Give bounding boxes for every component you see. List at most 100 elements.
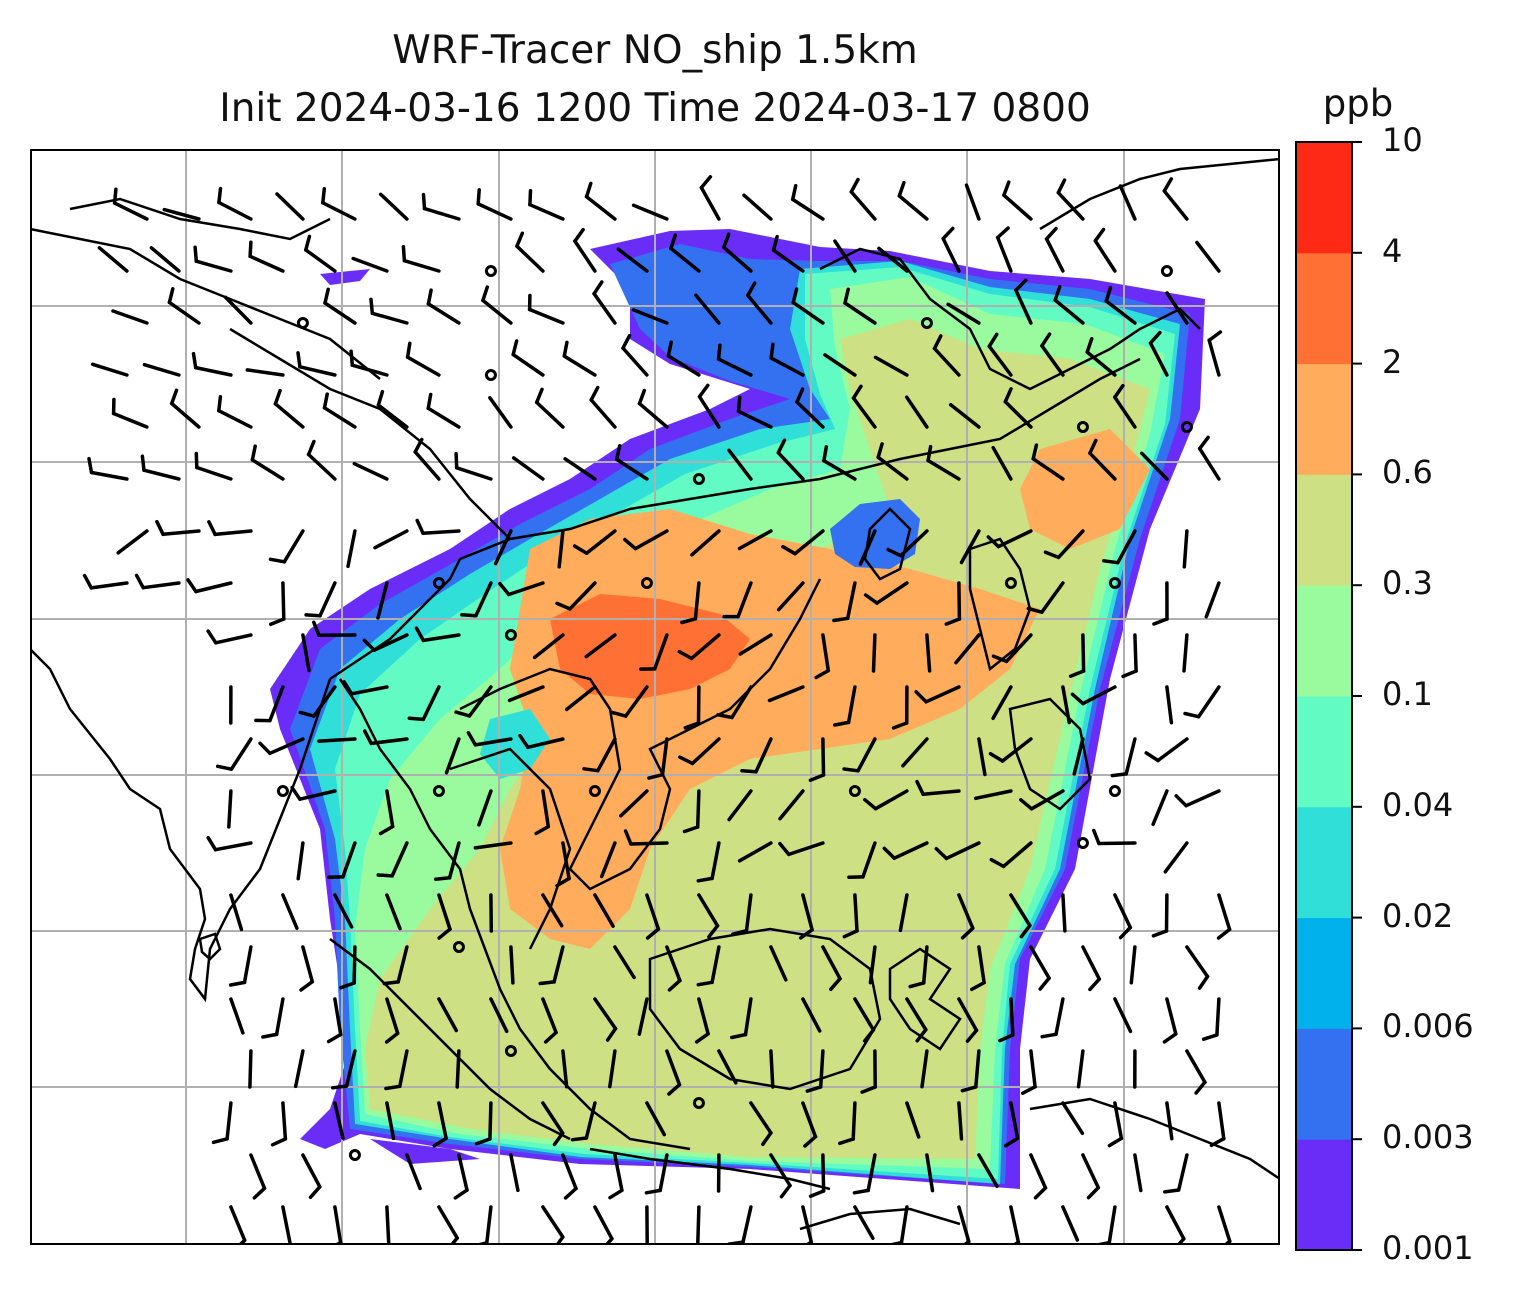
wind-barb-staff [552, 945, 565, 984]
wind-barb-staff [511, 456, 545, 481]
wind-barb-staff [694, 293, 721, 325]
wind-barb-staff [229, 893, 244, 932]
wind-barb-staff [754, 737, 773, 774]
wind-barb-staff [621, 346, 649, 377]
wind-barb-staff [623, 685, 649, 718]
wind-barb-staff [1056, 529, 1085, 560]
wind-barb-staff [488, 396, 513, 429]
wind-barb-flag [736, 395, 742, 414]
wind-barb-flag [552, 1131, 565, 1147]
wind-barb-flag [771, 234, 779, 252]
wind-barb-staff [568, 581, 597, 611]
wind-barb-staff [1133, 1153, 1143, 1193]
wind-barb-staff [741, 1205, 753, 1244]
wind-barb-flag [1019, 798, 1034, 811]
wind-barb-staff [541, 1101, 565, 1135]
wind-barb-staff [142, 468, 181, 481]
wind-barb-staff [312, 685, 337, 718]
wind-barb-staff [405, 1153, 422, 1191]
calm-marker [588, 785, 601, 797]
wind-barb-staff [322, 406, 357, 429]
wind-barb-staff [1151, 789, 1169, 827]
wind-barb-staff [532, 633, 565, 660]
wind-barb-flag [614, 443, 622, 462]
wind-barb-flag [1209, 1136, 1226, 1148]
wind-barb-staff [776, 581, 805, 612]
wind-barb-staff [1044, 237, 1065, 273]
wind-barb-staff [373, 529, 409, 550]
map-title-line-2: Init 2024-03-16 1200 Time 2024-03-17 080… [219, 86, 1091, 131]
wind-barb-staff [149, 246, 181, 273]
wind-barb-staff [778, 789, 805, 821]
wind-barb-staff [526, 737, 565, 750]
wind-barb-staff [696, 1205, 701, 1245]
wind-barb-flag [1110, 772, 1128, 778]
wind-barb-flag [454, 452, 459, 470]
wind-barb-staff [689, 633, 721, 661]
wind-barb-flag [697, 383, 710, 399]
colorbar-tick-label: 4 [1382, 231, 1403, 270]
wind-barb-staff [769, 1049, 775, 1089]
wind-barb-staff [541, 1205, 565, 1239]
wind-barb-flag [991, 654, 1009, 664]
wind-barb-flag [822, 445, 829, 463]
wind-barb-flag [843, 287, 850, 305]
wind-barb-staff [1029, 789, 1065, 811]
wind-barb-staff [349, 685, 389, 696]
wind-barb-staff [690, 529, 721, 557]
wind-barb-flag [644, 1188, 662, 1195]
wind-barb-flag [405, 341, 412, 359]
wind-barb-flag [941, 226, 955, 241]
wind-barb-staff [905, 997, 928, 1032]
calm-marker [1160, 265, 1173, 277]
wind-barb-staff [892, 841, 929, 860]
wind-barb-flag [322, 392, 329, 410]
wind-barb-flag [207, 520, 217, 537]
wind-barb-flag [407, 716, 426, 722]
wind-barb-staff [1009, 1101, 1020, 1141]
wind-barb-staff [385, 997, 400, 1036]
wind-barb-flag [378, 824, 395, 836]
wind-barb-flag [304, 613, 322, 618]
wind-barb-flag [886, 547, 903, 558]
wind-barb-staff [959, 529, 981, 565]
wind-barb-staff [1184, 789, 1221, 808]
coastline-islands-south [799, 1207, 961, 1231]
wind-barb-staff [873, 355, 909, 377]
calm-marker [348, 1149, 361, 1161]
wind-barb-flag [915, 1027, 928, 1043]
wind-barb-staff [898, 893, 909, 933]
wind-barb-flag [696, 876, 714, 883]
wind-barb-staff [722, 245, 753, 273]
wind-barb-staff [282, 529, 305, 564]
wind-barb-flag [1043, 550, 1061, 560]
map-title-line-1: WRF-Tracer NO_ship 1.5km [392, 28, 918, 73]
colorbar-tick-label: 0.3 [1382, 564, 1433, 603]
wind-barb-staff [1009, 997, 1015, 1037]
wind-barb-flag [268, 557, 287, 564]
colorbar-segment [1296, 474, 1352, 586]
wind-barb-flag [518, 733, 530, 750]
wind-barb-flag [326, 1032, 343, 1044]
wind-barb-staff [925, 633, 932, 673]
wind-barb-flag [169, 388, 179, 406]
wind-barb-staff [476, 202, 513, 221]
wind-barb-staff [274, 997, 285, 1037]
wind-barb-staff [716, 357, 753, 377]
colorbar-segment [1296, 363, 1352, 475]
wind-barb-flag [876, 442, 884, 460]
wind-barb-staff [1204, 581, 1221, 619]
wind-barb-staff [376, 581, 389, 620]
wind-barb-staff [669, 246, 701, 273]
wind-barb-flag [988, 751, 1005, 763]
wind-barb-staff [957, 581, 962, 621]
wind-barb-flag [934, 846, 949, 861]
wind-barb-flag [995, 226, 1010, 240]
wind-barb-staff [534, 400, 565, 429]
wind-barb-staff [1118, 184, 1137, 221]
wind-barb-staff [473, 841, 513, 850]
wind-barb-flag [384, 1031, 400, 1044]
wind-barb-staff [390, 841, 409, 878]
wind-barb-staff [1162, 189, 1189, 221]
wind-barb-flag [960, 1085, 978, 1093]
